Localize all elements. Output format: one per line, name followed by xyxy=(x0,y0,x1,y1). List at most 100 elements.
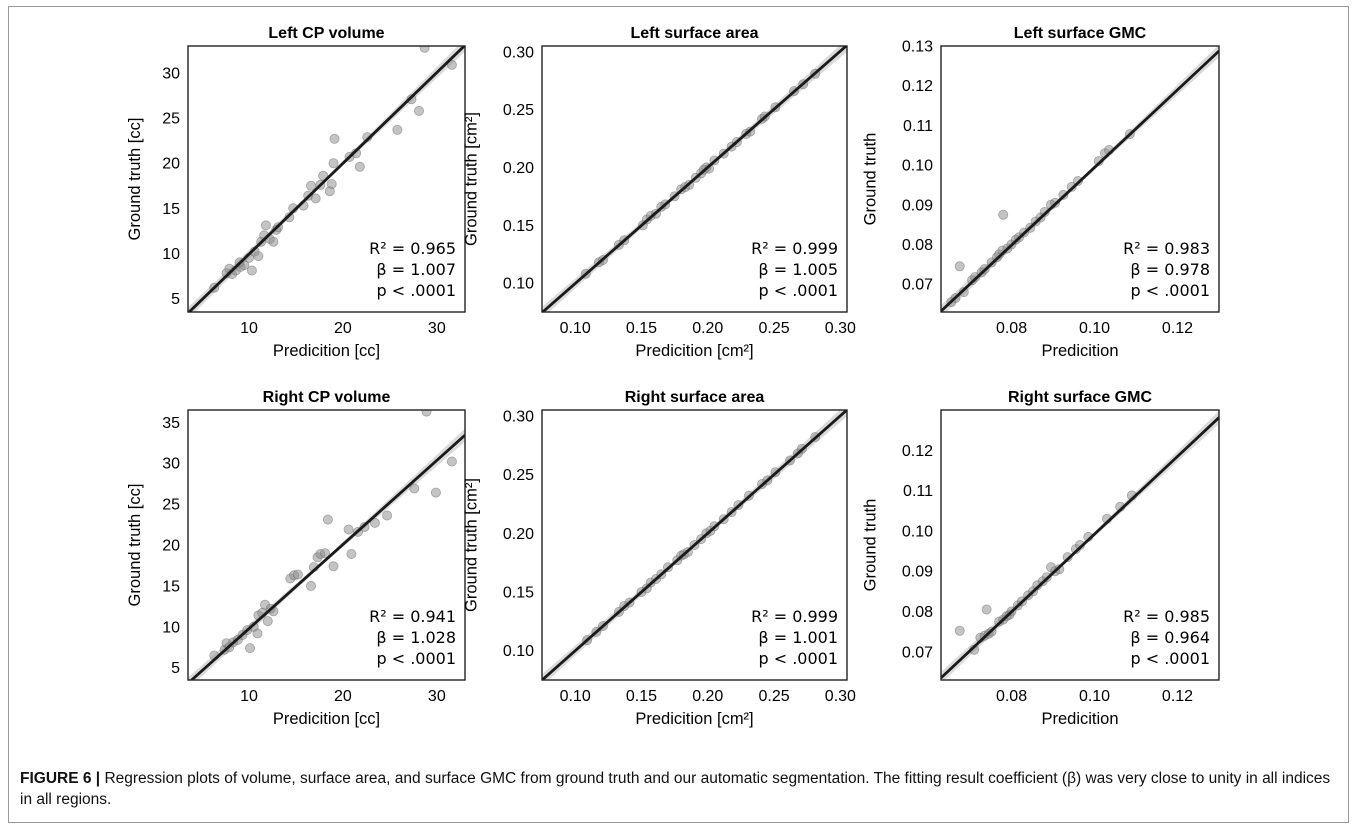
beta-annotation: β = 1.001 xyxy=(758,628,838,647)
y-tick-label: 25 xyxy=(162,497,180,514)
x-tick-label: 0.10 xyxy=(560,688,591,705)
x-tick-label: 0.20 xyxy=(692,320,723,337)
panel-title: Left surface area xyxy=(630,25,758,42)
plot-area xyxy=(941,411,1219,680)
data-point xyxy=(284,212,295,223)
chart-panel-2: 0.10 0.15 0.20 0.25 0.30 0.10 0.15 0.20 0.25 0.30… xyxy=(462,25,856,360)
data-point xyxy=(958,287,969,298)
caption-text: Regression plots of volume, surface area… xyxy=(20,770,1331,808)
data-point xyxy=(981,604,992,615)
x-axis-label: Predicition [cm²] xyxy=(635,710,753,728)
data-point xyxy=(305,580,316,591)
y-tick-label: 15 xyxy=(162,201,180,218)
x-tick-label: 0.08 xyxy=(996,688,1027,705)
x-tick-label: 0.25 xyxy=(758,688,789,705)
regression-line xyxy=(542,410,847,680)
data-point xyxy=(382,510,393,521)
x-tick-label: 10 xyxy=(240,320,258,337)
x-axis-label: Predicition [cm²] xyxy=(635,342,753,360)
y-tick-label: 0.08 xyxy=(902,604,933,621)
plot-frame xyxy=(187,409,466,681)
y-tick-label: 15 xyxy=(162,578,180,595)
data-point xyxy=(320,548,331,559)
y-axis-label: Ground truth [cc] xyxy=(126,118,144,241)
data-point xyxy=(252,628,263,639)
y-tick-label: 0.08 xyxy=(902,237,933,254)
y-tick-label: 0.13 xyxy=(902,39,933,56)
y-tick-label: 0.30 xyxy=(503,44,534,61)
r-squared-annotation: R² = 0.965 xyxy=(369,239,456,258)
beta-annotation: β = 1.005 xyxy=(758,260,838,279)
data-point xyxy=(326,178,337,189)
y-tick-label: 5 xyxy=(171,291,180,308)
y-tick-label: 35 xyxy=(162,415,180,432)
data-point xyxy=(305,180,316,191)
data-point xyxy=(318,170,329,181)
data-point xyxy=(343,524,354,535)
y-tick-label: 0.30 xyxy=(503,408,534,425)
data-point xyxy=(322,514,333,525)
data-point xyxy=(369,517,380,528)
x-tick-label: 0.15 xyxy=(626,688,657,705)
x-tick-label: 0.10 xyxy=(1079,320,1110,337)
y-tick-label: 0.11 xyxy=(903,118,933,135)
x-tick-label: 0.20 xyxy=(692,688,723,705)
y-tick-label: 10 xyxy=(162,619,180,636)
data-point xyxy=(954,261,965,272)
data-point xyxy=(253,251,264,262)
data-point xyxy=(413,105,424,116)
data-point xyxy=(446,59,457,70)
y-tick-label: 0.12 xyxy=(902,443,933,460)
beta-annotation: β = 0.964 xyxy=(1130,628,1210,647)
data-point xyxy=(246,265,257,276)
p-value-annotation: p < .0001 xyxy=(1130,649,1210,668)
data-point xyxy=(354,161,365,172)
figure-frame xyxy=(8,6,1349,823)
y-tick-label: 0.15 xyxy=(503,218,534,235)
plot-area xyxy=(941,46,1219,312)
chart-panel-5: 0.10 0.15 0.20 0.25 0.30 0.10 0.15 0.20 0.25 0.30… xyxy=(462,389,856,728)
data-point xyxy=(446,456,457,467)
y-axis-label: Ground truth [cc] xyxy=(126,484,144,607)
plot-frame xyxy=(187,45,466,313)
p-value-annotation: p < .0001 xyxy=(758,281,838,300)
x-axis-label: Predicition [cc] xyxy=(273,710,380,728)
plot-area xyxy=(188,46,465,312)
data-point xyxy=(328,158,339,169)
x-tick-label: 10 xyxy=(240,688,258,705)
r-squared-annotation: R² = 0.985 xyxy=(1123,607,1210,626)
figure-caption: FIGURE 6 | Regression plots of volume, s… xyxy=(20,768,1335,810)
x-tick-label: 0.30 xyxy=(825,688,856,705)
data-point xyxy=(970,272,981,283)
beta-annotation: β = 1.028 xyxy=(376,628,456,647)
plot-frame xyxy=(940,45,1220,313)
x-axis-label: Predicition xyxy=(1041,342,1118,360)
caption-label: FIGURE 6 | xyxy=(20,770,101,787)
data-point xyxy=(392,124,403,135)
x-axis-label: Predicition xyxy=(1041,710,1118,728)
plot-frame xyxy=(541,409,848,681)
panel-title: Left CP volume xyxy=(268,25,384,42)
r-squared-annotation: R² = 0.983 xyxy=(1123,239,1210,258)
chart-panel-4: 10 20 30 5 10 15 20 25 30 35 Right CP volume Predic… xyxy=(126,389,466,728)
data-point xyxy=(1062,552,1073,563)
y-tick-label: 5 xyxy=(171,660,180,677)
y-axis-label: Ground truth xyxy=(861,499,879,592)
y-tick-label: 0.10 xyxy=(503,276,534,293)
regression-line xyxy=(188,46,465,312)
x-tick-label: 0.30 xyxy=(825,320,856,337)
beta-annotation: β = 0.978 xyxy=(1130,260,1210,279)
r-squared-annotation: R² = 0.999 xyxy=(751,607,838,626)
regression-line xyxy=(189,434,465,680)
panel-title: Left surface GMC xyxy=(1014,25,1147,42)
data-point xyxy=(954,625,965,636)
data-point xyxy=(1039,206,1050,217)
x-tick-label: 20 xyxy=(334,688,352,705)
x-tick-label: 0.12 xyxy=(1162,688,1193,705)
y-tick-label: 30 xyxy=(162,456,180,473)
y-axis-label: Ground truth [cm²] xyxy=(462,478,480,612)
y-tick-label: 0.10 xyxy=(902,158,933,175)
p-value-annotation: p < .0001 xyxy=(1130,281,1210,300)
data-point xyxy=(329,133,340,144)
data-point xyxy=(1054,564,1065,575)
